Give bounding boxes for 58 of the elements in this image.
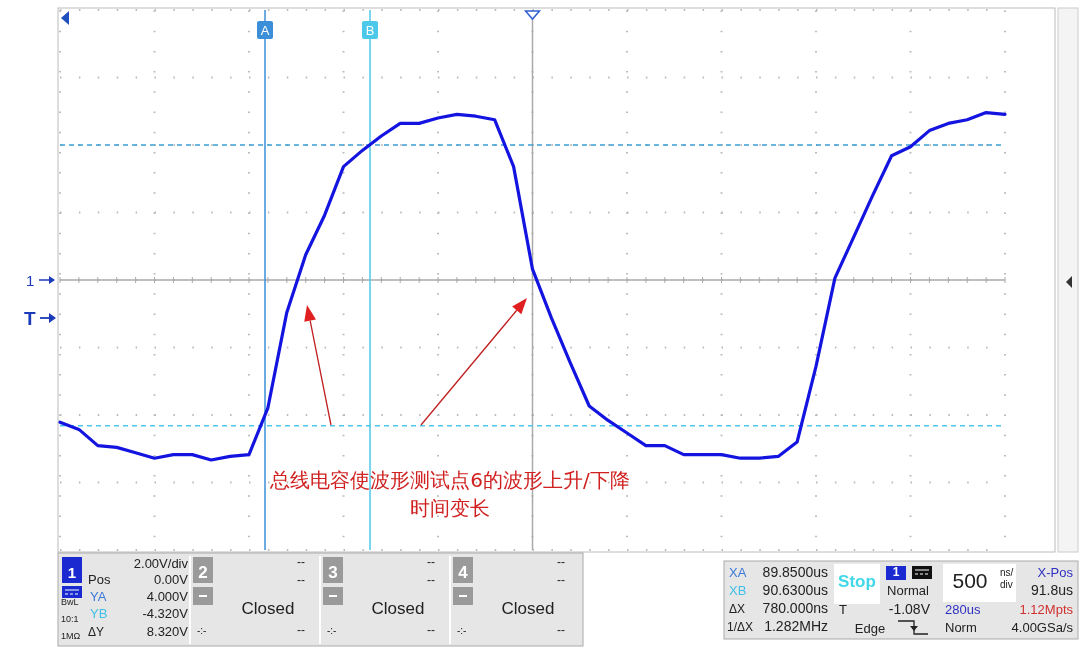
text: 2 [198, 563, 208, 582]
text: div [1000, 579, 1013, 590]
text: ΔX [729, 602, 746, 616]
text: -:- [327, 625, 337, 636]
text: 8.320V [146, 624, 189, 639]
text: -- [297, 555, 305, 569]
text: YA [90, 589, 107, 604]
text: 1.282MHz [764, 618, 828, 634]
text: T [24, 308, 36, 329]
text: -- [557, 555, 565, 569]
text: Edge [854, 621, 886, 636]
text: 1.12Mpts [1019, 602, 1074, 617]
text: -1.08V [888, 601, 931, 617]
text: 1 [67, 564, 77, 581]
text: 2.00V/div [133, 556, 189, 571]
text: A [260, 23, 270, 38]
text: -- [427, 623, 435, 637]
text: -- [557, 623, 565, 637]
text: XA [729, 565, 747, 580]
text: 500 [952, 569, 988, 592]
text: 10:1 [61, 614, 79, 624]
text: Closed [501, 599, 555, 618]
text: 1 [892, 565, 900, 579]
text: -:- [197, 625, 207, 636]
text: -- [297, 573, 305, 587]
text: 1/ΔX [727, 620, 754, 634]
text: T [839, 602, 847, 617]
text: B [365, 23, 375, 38]
text: -4.320V [142, 606, 189, 621]
text: -- [297, 623, 305, 637]
text: ΔY [88, 625, 105, 639]
text: 780.000ns [762, 600, 828, 616]
text: -- [427, 573, 435, 587]
text: 1 [26, 272, 35, 289]
text: BwL [61, 597, 79, 607]
text: -- [427, 555, 435, 569]
text: Closed [371, 599, 425, 618]
text: Pos [88, 572, 111, 587]
text: XB [729, 583, 747, 598]
text: 4.000V [146, 589, 189, 604]
text: 91.8us [1030, 582, 1073, 598]
text: 0.00V [154, 572, 189, 587]
text: YB [90, 606, 108, 621]
text: Stop [838, 572, 876, 591]
text: 3 [328, 563, 338, 582]
text: Normal [887, 583, 930, 598]
text: 280us [945, 602, 981, 617]
text: 4.00GSa/s [1011, 620, 1074, 635]
text: X-Pos [1037, 565, 1074, 580]
text: 89.8500us [762, 564, 828, 580]
text: ns/ [1000, 567, 1014, 578]
text: 90.6300us [762, 582, 828, 598]
text: Closed [241, 599, 295, 618]
text: 4 [458, 563, 469, 582]
text: -- [557, 573, 565, 587]
text: Norm [945, 620, 977, 635]
text: 1MΩ [61, 631, 81, 641]
text: -:- [457, 625, 467, 636]
